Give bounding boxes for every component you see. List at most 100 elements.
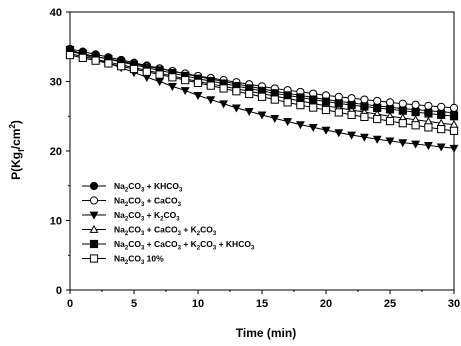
data-point — [244, 108, 254, 117]
data-point — [321, 97, 331, 106]
data-point — [423, 142, 433, 151]
data-point — [385, 137, 395, 146]
data-point — [347, 131, 357, 140]
data-point — [270, 114, 280, 123]
data-point — [385, 98, 395, 107]
legend-label: Na2CO3 + KHCO3 — [114, 181, 183, 194]
legend-item: Na2CO3 + KHCO3 — [82, 181, 183, 194]
series-5 — [65, 46, 459, 121]
data-point — [257, 92, 267, 101]
data-point — [270, 95, 279, 104]
legend-marker — [89, 211, 99, 220]
data-point — [398, 119, 407, 128]
data-point — [321, 126, 331, 135]
data-point — [449, 112, 459, 121]
data-point — [193, 78, 203, 87]
data-point — [257, 111, 267, 120]
data-point — [193, 92, 203, 101]
legend-label: Na2CO3 + CaCO3 + K2CO3 + KHCO3 — [114, 239, 255, 252]
data-point — [334, 129, 344, 138]
legend-marker — [89, 224, 99, 233]
data-point — [424, 123, 433, 132]
data-point — [245, 89, 254, 99]
data-point — [308, 123, 318, 132]
data-point — [104, 59, 113, 68]
data-point — [398, 139, 408, 148]
legend-marker — [89, 239, 99, 249]
x-tick-label: 20 — [320, 298, 332, 310]
data-point — [129, 64, 139, 74]
data-point — [360, 95, 369, 104]
data-point — [65, 50, 75, 60]
data-point — [321, 105, 331, 115]
data-point — [283, 91, 292, 100]
data-point — [78, 53, 87, 62]
data-point — [219, 100, 229, 109]
legend-item: Na2CO3 + CaCO3 + K2CO3 + KHCO3 — [82, 239, 255, 252]
legend-label: Na2CO3 + CaCO3 + K2CO3 — [114, 225, 217, 238]
data-point — [232, 87, 241, 96]
data-point — [385, 105, 395, 114]
x-axis-title: Time (min) — [236, 326, 296, 340]
series-6 — [65, 50, 459, 135]
legend-item: Na2CO3 10% — [82, 254, 164, 267]
data-point — [155, 70, 164, 79]
y-tick-label: 40 — [50, 7, 62, 19]
series-2 — [65, 47, 459, 113]
data-point — [91, 56, 100, 65]
data-point — [181, 76, 190, 85]
x-tick-label: 30 — [448, 298, 460, 310]
x-tick-label: 10 — [192, 298, 204, 310]
data-point — [180, 87, 190, 96]
data-point — [283, 118, 293, 127]
series-group — [65, 44, 459, 153]
data-point — [206, 96, 216, 105]
data-point — [117, 62, 126, 71]
data-point — [347, 94, 356, 103]
data-point — [155, 78, 165, 87]
data-point — [334, 99, 343, 108]
x-axis: 0 5 10 15 20 25 30 — [67, 290, 460, 310]
data-point — [296, 101, 305, 110]
data-point — [373, 114, 382, 124]
data-point — [296, 93, 305, 102]
data-point — [168, 73, 177, 82]
data-point — [398, 106, 407, 115]
data-point — [347, 110, 356, 119]
legend-label: Na2CO3 10% — [114, 254, 164, 267]
x-tick-label: 15 — [256, 298, 268, 310]
data-point — [360, 112, 369, 122]
data-point — [411, 140, 421, 149]
x-tick-label: 5 — [131, 298, 137, 310]
data-point — [334, 108, 343, 117]
data-point — [372, 135, 382, 144]
data-point — [424, 109, 433, 118]
x-tick-label: 25 — [384, 298, 396, 310]
y-axis-title: P(Kgf/cm2) — [8, 120, 26, 180]
data-point — [219, 84, 228, 93]
data-point — [373, 103, 382, 113]
series-1 — [65, 44, 459, 117]
data-point — [385, 117, 395, 126]
data-point — [437, 125, 446, 134]
legend-marker — [89, 254, 99, 263]
data-point — [231, 104, 241, 113]
data-point — [373, 96, 382, 106]
legend-marker — [89, 181, 99, 191]
data-point — [437, 102, 446, 111]
y-tick-label: 10 — [50, 216, 62, 228]
y-tick-label: 30 — [50, 77, 62, 89]
data-point — [359, 133, 369, 142]
data-point — [436, 143, 446, 152]
data-point — [360, 102, 369, 111]
legend-marker — [89, 196, 99, 205]
legend-item: Na2CO3 + K2CO3 — [82, 210, 180, 223]
data-point — [142, 67, 151, 76]
data-point — [411, 100, 420, 109]
data-point — [295, 121, 305, 130]
data-point — [398, 99, 407, 108]
data-point — [411, 121, 420, 130]
data-point — [283, 98, 292, 107]
